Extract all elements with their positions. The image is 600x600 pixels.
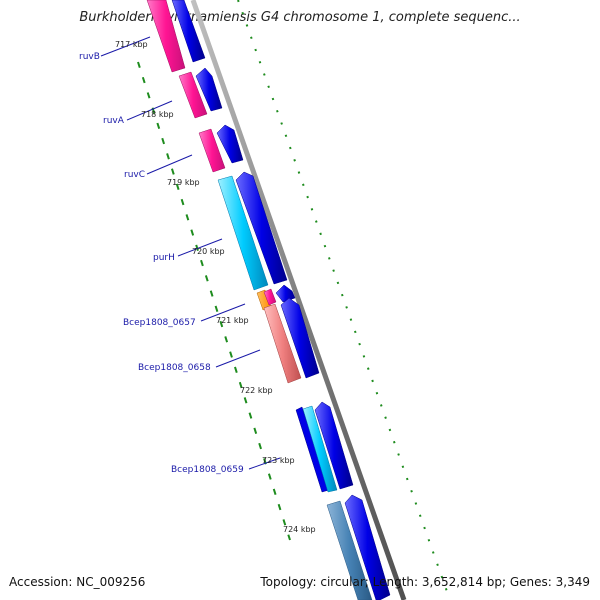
Bcep1808_0657-cds[interactable] xyxy=(275,284,296,303)
kbp-scale: 717 kbp 718 kbp 719 kbp 720 kbp 721 kbp … xyxy=(115,40,316,534)
kbp-tick-label: 719 kbp xyxy=(167,178,200,187)
gene-label[interactable]: ruvA xyxy=(103,116,125,126)
chromosome-backbone xyxy=(190,0,407,600)
kbp-tick-label: 724 kbp xyxy=(283,525,316,534)
ruvC-gene[interactable] xyxy=(198,128,226,173)
purH-gene[interactable] xyxy=(217,175,269,291)
trailing-gene[interactable] xyxy=(326,500,373,600)
gene-label[interactable]: ruvB xyxy=(79,52,100,62)
ruvA-cds[interactable] xyxy=(195,67,223,112)
Bcep1808_0659-gene[interactable] xyxy=(302,405,338,493)
Bcep1808_0658-cds[interactable] xyxy=(280,297,320,379)
kbp-tick-label: 720 kbp xyxy=(192,247,225,256)
kbp-tick-label: 723 kbp xyxy=(262,456,295,465)
accession-text: Accession: NC_009256 xyxy=(9,575,146,589)
purH-cds[interactable] xyxy=(235,171,288,285)
gene-label[interactable]: Bcep1808_0658 xyxy=(138,363,211,373)
kbp-tick-label: 721 kbp xyxy=(216,316,249,325)
kbp-tick-label: 717 kbp xyxy=(115,40,148,49)
ruvB-gene[interactable] xyxy=(146,0,186,73)
gene-label[interactable]: purH xyxy=(153,253,175,263)
gene-labels: ruvB ruvA ruvC purH Bcep1808_0657 Bcep18… xyxy=(79,52,244,475)
gene-label[interactable]: Bcep1808_0659 xyxy=(171,465,244,475)
summary-text: Topology: circular; Length: 3,652,814 bp… xyxy=(260,575,590,589)
kbp-tick-label: 722 kbp xyxy=(240,386,273,395)
ruvC-cds[interactable] xyxy=(216,124,244,164)
Bcep1808_0659-cds[interactable] xyxy=(314,401,354,490)
Bcep1808_0657-part[interactable] xyxy=(263,288,277,306)
label-leaders xyxy=(100,36,281,470)
gene-label[interactable]: Bcep1808_0657 xyxy=(123,318,196,328)
ruvB-cds[interactable] xyxy=(171,0,206,63)
kbp-tick-label: 718 kbp xyxy=(141,110,174,119)
Bcep1808_0658-gene[interactable] xyxy=(263,303,302,384)
gene-features xyxy=(146,0,391,600)
gene-label[interactable]: ruvC xyxy=(124,170,145,180)
trailing-cds[interactable] xyxy=(344,494,391,600)
inner-tick-track xyxy=(137,61,291,541)
ruvA-gene[interactable] xyxy=(178,71,208,119)
